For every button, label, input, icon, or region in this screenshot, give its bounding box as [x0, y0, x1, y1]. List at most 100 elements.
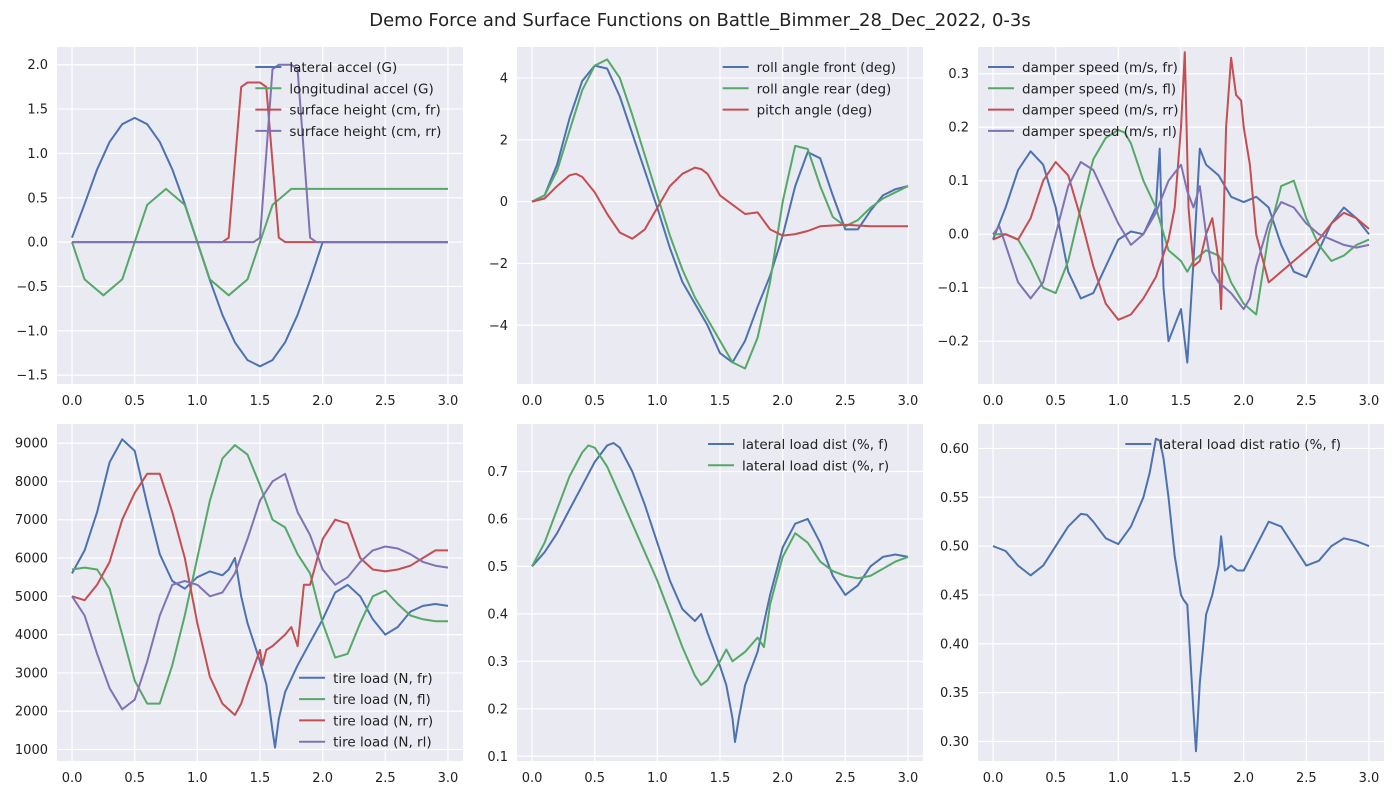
x-tick-label: 2.0	[1233, 394, 1254, 409]
x-tick-label: 2.5	[375, 771, 396, 786]
figure-title: Demo Force and Surface Functions on Batt…	[369, 10, 1031, 31]
x-tick-label: 0.0	[62, 394, 83, 409]
y-tick-label: 2	[500, 133, 508, 148]
x-tick-label: 0.5	[124, 394, 145, 409]
y-tick-label: 0.55	[940, 491, 969, 506]
y-tick-label: 4	[500, 71, 508, 86]
series-line	[531, 166, 908, 240]
legend-label: damper speed (m/s, fl)	[1022, 81, 1176, 97]
legend-label: damper speed (m/s, fr)	[1022, 60, 1178, 76]
y-tick-label: 0.1	[487, 750, 508, 765]
series-line	[71, 472, 449, 711]
y-tick-label: 0.2	[948, 121, 969, 136]
y-tick-label: 0.40	[940, 637, 969, 652]
x-tick-label: 0.5	[1045, 771, 1066, 786]
series-line	[72, 63, 448, 244]
x-tick-label: 2.0	[772, 771, 793, 786]
y-tick-label: 0.60	[940, 442, 969, 457]
y-tick-label: 8000	[15, 475, 48, 490]
x-tick-label: 1.5	[250, 771, 271, 786]
y-tick-label: 1.5	[27, 103, 48, 118]
x-tick-label: 2.5	[835, 771, 856, 786]
legend-label: damper speed (m/s, rr)	[1022, 103, 1179, 119]
y-tick-label: 0.5	[27, 191, 48, 206]
legend-label: lateral load dist (%, r)	[742, 458, 889, 474]
y-tick-label: 9000	[15, 437, 48, 452]
legend-label: tire load (N, fr)	[333, 671, 433, 687]
x-tick-label: 2.5	[835, 394, 856, 409]
legend-label: tire load (N, fl)	[333, 692, 431, 708]
y-tick-label: 0.35	[940, 686, 969, 701]
y-tick-label: 4000	[15, 628, 48, 643]
y-tick-label: 0	[500, 195, 508, 210]
x-tick-label: 0.5	[584, 771, 605, 786]
x-tick-label: 2.5	[1296, 771, 1317, 786]
subplot-damper-speed: −0.2 −0.1 0.0 0.1 0.2 0.3 0.0 0.5 1.0 1.5 2.0 2.5 3.…	[937, 47, 1384, 409]
legend-label: lateral load dist (%, f)	[742, 437, 888, 453]
x-tick-label: 2.0	[312, 394, 333, 409]
x-tick-label: 1.5	[250, 394, 271, 409]
subplot-lateral-load-dist: 0.1 0.2 0.3 0.4 0.5 0.6 0.7 0.0 0.5 1.0 1.5 2.0 2.5 3…	[487, 424, 923, 786]
legend-label: lateral load dist ratio (%, f)	[1159, 437, 1341, 453]
series-line	[72, 81, 448, 244]
x-tick-label: 0.0	[983, 771, 1004, 786]
series-line	[992, 147, 1370, 364]
x-tick-label: 2.0	[1233, 771, 1254, 786]
series-line	[71, 438, 449, 749]
y-tick-label: 0.3	[948, 67, 969, 82]
y-tick-label: 7000	[15, 513, 48, 528]
series-line	[993, 128, 1370, 316]
y-tick-label: 3000	[15, 666, 48, 681]
y-tick-label: −0.2	[937, 335, 969, 350]
x-tick-label: 3.0	[898, 394, 919, 409]
x-tick-label: 0.5	[1045, 394, 1066, 409]
x-tick-label: 1.5	[710, 394, 731, 409]
x-tick-label: 1.5	[1171, 771, 1192, 786]
x-tick-label: 0.5	[584, 394, 605, 409]
x-tick-label: 2.5	[1296, 394, 1317, 409]
subplot-roll-pitch: −4 −2 0 2 4 0.0 0.5 1.0 1.5 2.0 2.5 3.0 roll angle f…	[489, 47, 923, 409]
x-tick-label: 1.0	[1108, 394, 1129, 409]
series-line	[531, 442, 909, 743]
legend-label: roll angle rear (deg)	[757, 81, 892, 97]
x-tick-label: 2.5	[375, 394, 396, 409]
subplot-tire-load: 1000 2000 3000 4000 5000 6000 7000 8000 9000 0.0 0…	[15, 424, 463, 786]
series-line	[992, 437, 1370, 753]
y-tick-label: 6000	[15, 552, 48, 567]
x-tick-label: 1.0	[187, 394, 208, 409]
series-line	[992, 161, 1370, 311]
x-tick-label: 0.0	[983, 394, 1004, 409]
x-tick-label: 3.0	[1359, 394, 1380, 409]
legend-label: pitch angle (deg)	[757, 103, 873, 119]
y-tick-label: 1000	[15, 743, 48, 758]
y-tick-label: 0.2	[487, 702, 508, 717]
x-tick-label: 0.0	[522, 771, 543, 786]
x-tick-label: 0.5	[124, 771, 145, 786]
y-tick-label: −1.0	[16, 324, 48, 339]
x-tick-label: 1.5	[1171, 394, 1192, 409]
series-line	[992, 51, 1370, 321]
y-tick-label: −0.5	[16, 280, 48, 295]
y-tick-label: −0.1	[937, 281, 969, 296]
x-tick-label: 1.0	[647, 771, 668, 786]
y-tick-label: 2000	[15, 705, 48, 720]
y-tick-label: 0.4	[487, 607, 508, 622]
x-tick-label: 1.0	[187, 771, 208, 786]
legend-label: surface height (cm, rr)	[289, 124, 441, 140]
y-tick-label: 0.5	[487, 560, 508, 575]
y-tick-label: 0.0	[948, 228, 969, 243]
x-tick-label: 3.0	[438, 771, 459, 786]
subplot-accel-surface: −1.5 −1.0 −0.5 0.0 0.5 1.0 1.5 2.0 0.0 0.5 1.0 1.5 2…	[16, 47, 463, 409]
legend-label: roll angle front (deg)	[757, 60, 896, 76]
y-tick-label: 0.3	[487, 655, 508, 670]
y-tick-label: 0.7	[487, 465, 508, 480]
series-line	[71, 472, 448, 716]
y-tick-label: 5000	[15, 590, 48, 605]
y-tick-label: 0.0	[27, 236, 48, 251]
legend-label: lateral accel (G)	[289, 60, 397, 76]
y-tick-label: −4	[489, 319, 508, 334]
x-tick-label: 1.0	[1108, 771, 1129, 786]
series-line	[71, 187, 448, 297]
x-tick-label: 0.0	[62, 771, 83, 786]
